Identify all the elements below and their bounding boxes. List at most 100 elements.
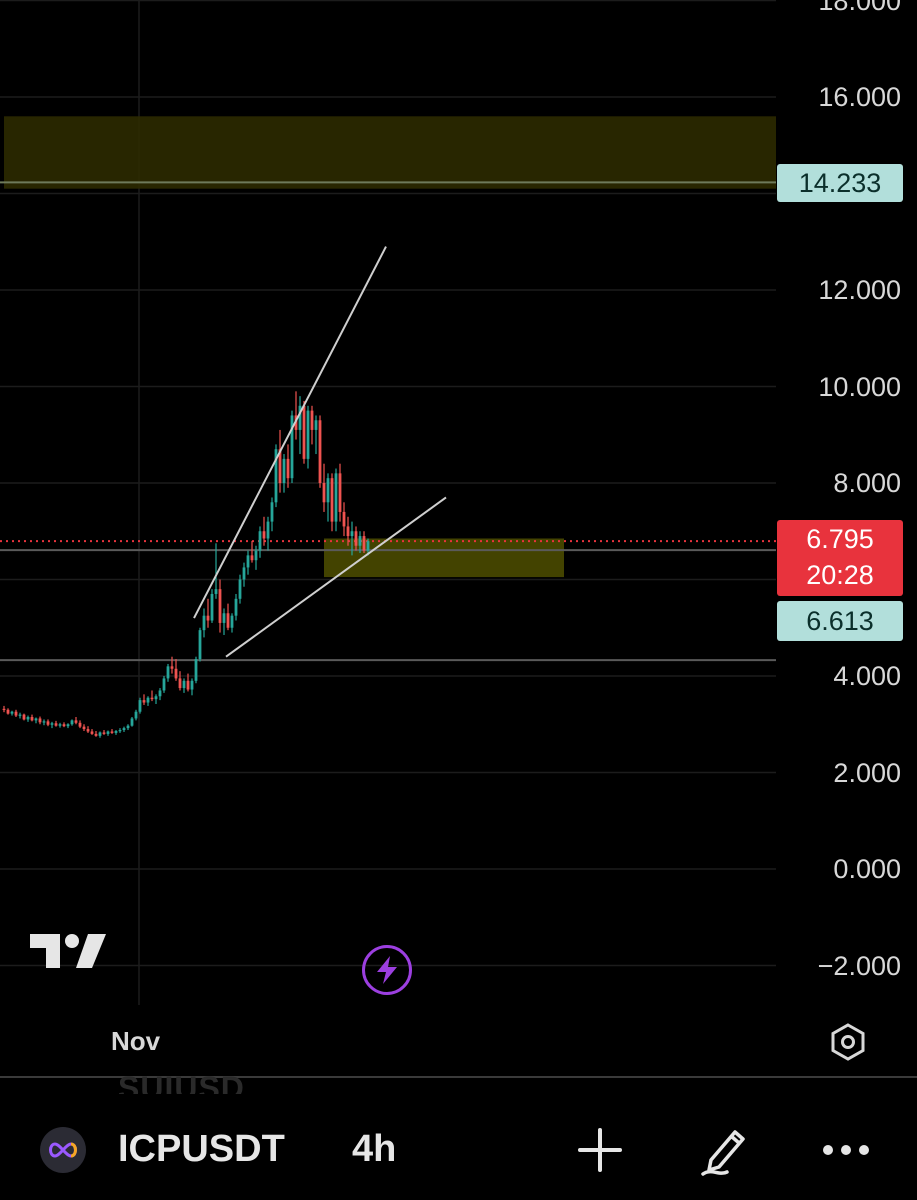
candle — [126, 724, 130, 731]
candle — [70, 719, 74, 726]
candle — [334, 468, 338, 532]
candle-body — [190, 680, 194, 690]
candle — [278, 429, 282, 493]
candlestick-chart[interactable] — [0, 0, 917, 1078]
drawing-tools-button[interactable] — [695, 1120, 755, 1180]
candle — [246, 550, 250, 575]
candle-body — [302, 405, 306, 459]
candle-body — [282, 458, 286, 483]
candle — [106, 730, 110, 736]
candle — [342, 502, 346, 537]
candle-body — [138, 700, 142, 712]
candle-body — [234, 598, 238, 616]
plus-icon — [578, 1128, 622, 1172]
candle-body — [186, 680, 190, 690]
candles — [2, 391, 370, 738]
candle-body — [346, 526, 350, 537]
candle — [258, 526, 262, 558]
settings-hexagon-icon — [831, 1023, 865, 1061]
candle-body — [198, 630, 202, 660]
candle — [158, 688, 162, 701]
candle-body — [46, 721, 50, 725]
symbol-selector[interactable]: ICPUSDT — [118, 1128, 285, 1170]
candle-body — [114, 731, 118, 733]
candle — [166, 663, 170, 682]
interval-selector[interactable]: 4h — [352, 1128, 397, 1170]
candle-body — [82, 726, 86, 730]
candle — [150, 690, 154, 702]
candle-body — [242, 567, 246, 580]
supply-demand-zone — [4, 116, 776, 189]
candle — [286, 444, 290, 488]
candle — [178, 671, 182, 691]
candle — [298, 396, 302, 455]
candle-body — [194, 659, 198, 681]
candle — [82, 724, 86, 732]
candle-body — [98, 732, 102, 736]
candle — [270, 497, 274, 532]
candle — [362, 531, 366, 553]
previous-symbol-ghost: SUIUSD — [118, 1070, 245, 1094]
candle — [214, 543, 218, 599]
candle — [354, 526, 358, 551]
candle-body — [310, 410, 314, 430]
candle — [234, 593, 238, 621]
candle — [74, 717, 78, 725]
infinity-icon — [40, 1127, 86, 1173]
candle — [30, 714, 34, 722]
candle — [358, 531, 362, 553]
candle — [98, 731, 102, 738]
chart-settings-button[interactable] — [826, 1020, 870, 1064]
candle — [318, 415, 322, 488]
price-axis-label: −2.000 — [817, 950, 901, 981]
candle — [110, 729, 114, 734]
candle — [90, 729, 94, 735]
candle — [62, 722, 66, 728]
candle — [182, 678, 186, 693]
candle-body — [10, 711, 14, 714]
add-button[interactable] — [570, 1120, 630, 1180]
candle — [350, 521, 354, 556]
candle-body — [298, 405, 302, 430]
candle-body — [42, 721, 46, 723]
candle-body — [54, 723, 58, 726]
candle — [262, 516, 266, 546]
bottom-divider — [0, 1076, 917, 1078]
candle — [330, 473, 334, 532]
candle-body — [366, 541, 370, 551]
price-axis-label: 8.000 — [833, 468, 901, 498]
candle-body — [202, 615, 206, 631]
more-button[interactable] — [816, 1120, 876, 1180]
candle — [154, 694, 158, 704]
candle-body — [246, 555, 250, 568]
price-axis-label: 2.000 — [833, 757, 901, 788]
candle-body — [330, 478, 334, 522]
candle — [290, 410, 294, 483]
candle-body — [142, 700, 146, 703]
candle — [274, 444, 278, 508]
candle — [118, 728, 122, 733]
candle-body — [126, 725, 130, 729]
candle-body — [130, 718, 134, 726]
candle-body — [238, 579, 242, 599]
candle — [190, 678, 194, 696]
candle — [54, 720, 58, 727]
candle-body — [146, 697, 150, 703]
candle — [250, 540, 254, 563]
candle — [238, 574, 242, 604]
candle — [210, 589, 214, 623]
lightning-button[interactable] — [362, 945, 412, 995]
candle-body — [50, 723, 54, 725]
candle-body — [154, 696, 158, 700]
candle — [10, 710, 14, 716]
candle-body — [250, 555, 254, 561]
candle — [22, 713, 26, 721]
candle-body — [174, 668, 178, 679]
price-axis-label: 12.000 — [818, 275, 901, 305]
chart-area[interactable]: 18.000 16.000 12.000 10.000 8.000 4.000 2.000 0… — [0, 0, 917, 1078]
candle — [266, 516, 270, 551]
trend-lines[interactable] — [193, 246, 447, 658]
candle-body — [266, 521, 270, 539]
candle — [346, 516, 350, 546]
candle — [206, 598, 210, 628]
